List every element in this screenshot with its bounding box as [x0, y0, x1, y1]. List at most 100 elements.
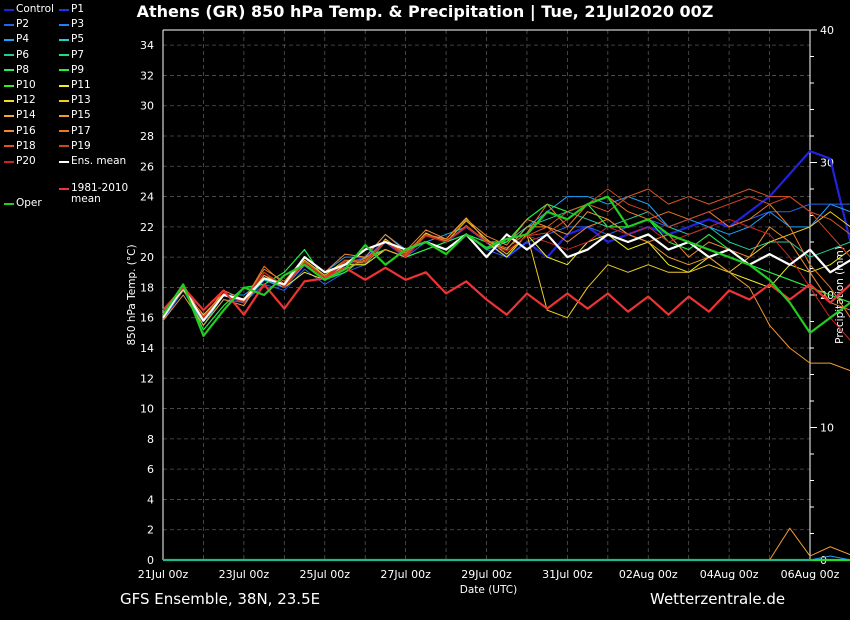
temp-line-p9 — [162, 203, 850, 331]
legend-item-p12: P12 — [4, 94, 36, 107]
precip-line-p4 — [163, 555, 850, 561]
legend-item-p11: P11 — [59, 79, 91, 92]
legend-item-control: Control — [4, 3, 54, 16]
y-tick-label: 32 — [140, 69, 154, 82]
legend-label: P2 — [16, 18, 30, 31]
temp-line-oper — [162, 195, 850, 337]
legend-swatch — [59, 99, 69, 102]
legend-label: P16 — [16, 124, 36, 137]
legend-swatch — [4, 23, 14, 26]
y-right-tick-label: 40 — [820, 24, 834, 37]
x-tick-label: 04Aug 00z — [700, 568, 759, 581]
legend-item-p3: P3 — [59, 18, 84, 31]
y-tick-label: 22 — [140, 221, 154, 234]
y-tick-label: 14 — [140, 342, 154, 355]
legend-label: Oper — [16, 197, 42, 210]
legend-swatch — [59, 145, 69, 148]
legend-label: P3 — [71, 18, 85, 31]
legend-item-p1: P1 — [59, 3, 84, 16]
temp-line-p18 — [162, 188, 850, 320]
legend-item-p8: P8 — [4, 64, 29, 77]
temp-line-ens-mean — [162, 233, 850, 322]
legend-item-p7: P7 — [59, 49, 84, 62]
legend-swatch — [4, 145, 14, 148]
legend-swatch — [4, 54, 14, 57]
legend-item-p15: P15 — [59, 109, 91, 122]
legend-label: P13 — [71, 94, 91, 107]
y-tick-label: 26 — [140, 160, 154, 173]
legend-swatch — [59, 130, 69, 133]
legend-label: P19 — [71, 139, 91, 152]
legend-swatch — [4, 38, 14, 41]
legend-swatch — [4, 130, 14, 133]
y-tick-label: 8 — [147, 433, 154, 446]
temp-line-p20 — [162, 218, 850, 341]
legend-label: 1981-2010 — [71, 182, 129, 195]
y-tick-label: 6 — [147, 463, 154, 476]
legend-label: P4 — [16, 33, 30, 46]
legend-label: P12 — [16, 94, 36, 107]
legend-swatch — [4, 202, 14, 205]
legend-label: P5 — [71, 33, 85, 46]
temp-line-1981-2010-mean — [162, 266, 850, 316]
legend-item-p20: P20 — [4, 155, 36, 168]
legend-item-p19: P19 — [59, 140, 91, 153]
y-tick-label: 16 — [140, 312, 154, 325]
y-tick-label: 18 — [140, 281, 154, 294]
legend-label: P10 — [16, 79, 36, 91]
y-tick-label: 30 — [140, 100, 154, 113]
y-tick-label: 2 — [147, 524, 154, 537]
legend-item-oper: Oper — [4, 197, 42, 210]
legend-label: P9 — [71, 63, 85, 76]
legend-swatch — [59, 160, 69, 163]
footer-site-name: Wetterzentrale.de — [650, 590, 786, 608]
legend-item-p18: P18 — [4, 140, 36, 153]
legend-swatch — [4, 114, 14, 117]
legend-item-ens-mean: Ens. mean — [59, 155, 126, 168]
y-tick-label: 12 — [140, 372, 154, 385]
y-tick-label: 24 — [140, 191, 154, 204]
y-tick-label: 20 — [140, 251, 154, 264]
legend-swatch — [4, 160, 14, 163]
legend-item-p14: P14 — [4, 109, 36, 122]
legend-label: Ens. mean — [71, 155, 127, 167]
legend-swatch — [59, 84, 69, 87]
precip-line-oper — [163, 558, 850, 562]
legend-label: P20 — [16, 155, 36, 167]
legend-item-p2: P2 — [4, 18, 29, 31]
legend-item-p10: P10 — [4, 79, 36, 92]
legend-label: P18 — [16, 139, 36, 152]
legend-label: P7 — [71, 48, 85, 61]
legend-swatch — [59, 69, 69, 72]
y-tick-label: 34 — [140, 39, 154, 52]
legend-swatch — [59, 187, 69, 190]
y-tick-label: 0 — [147, 554, 154, 567]
legend-swatch — [59, 54, 69, 57]
y-tick-label: 4 — [147, 493, 154, 506]
x-tick-label: 25Jul 00z — [299, 568, 350, 581]
legend-label: Control — [16, 3, 54, 15]
legend-item-p5: P5 — [59, 33, 84, 46]
legend-item-p4: P4 — [4, 33, 29, 46]
legend-label: P17 — [71, 124, 91, 137]
legend-label: P11 — [71, 79, 91, 91]
y-tick-label: 28 — [140, 130, 154, 143]
legend-swatch — [59, 8, 69, 11]
legend-item-p16: P16 — [4, 125, 36, 138]
x-axis-label: Date (UTC) — [460, 584, 517, 596]
legend-item-p17: P17 — [59, 125, 91, 138]
temp-line-p15 — [162, 211, 850, 372]
x-tick-label: 29Jul 00z — [461, 568, 512, 581]
legend-label: P1 — [71, 3, 85, 15]
legend-swatch — [4, 84, 14, 87]
legend-swatch — [4, 69, 14, 72]
y-right-tick-label: 10 — [820, 422, 834, 435]
legend-item-1981-2010-mean: 1981-2010 mean — [59, 182, 129, 205]
x-tick-label: 06Aug 00z — [781, 568, 840, 581]
x-tick-label: 23Jul 00z — [219, 568, 270, 581]
y-axis-label: 850 hPa Temp. (°C) — [126, 244, 138, 345]
legend-item-p13: P13 — [59, 94, 91, 107]
legend-swatch — [59, 38, 69, 41]
y-tick-label: 10 — [140, 403, 154, 416]
x-tick-label: 31Jul 00z — [542, 568, 593, 581]
